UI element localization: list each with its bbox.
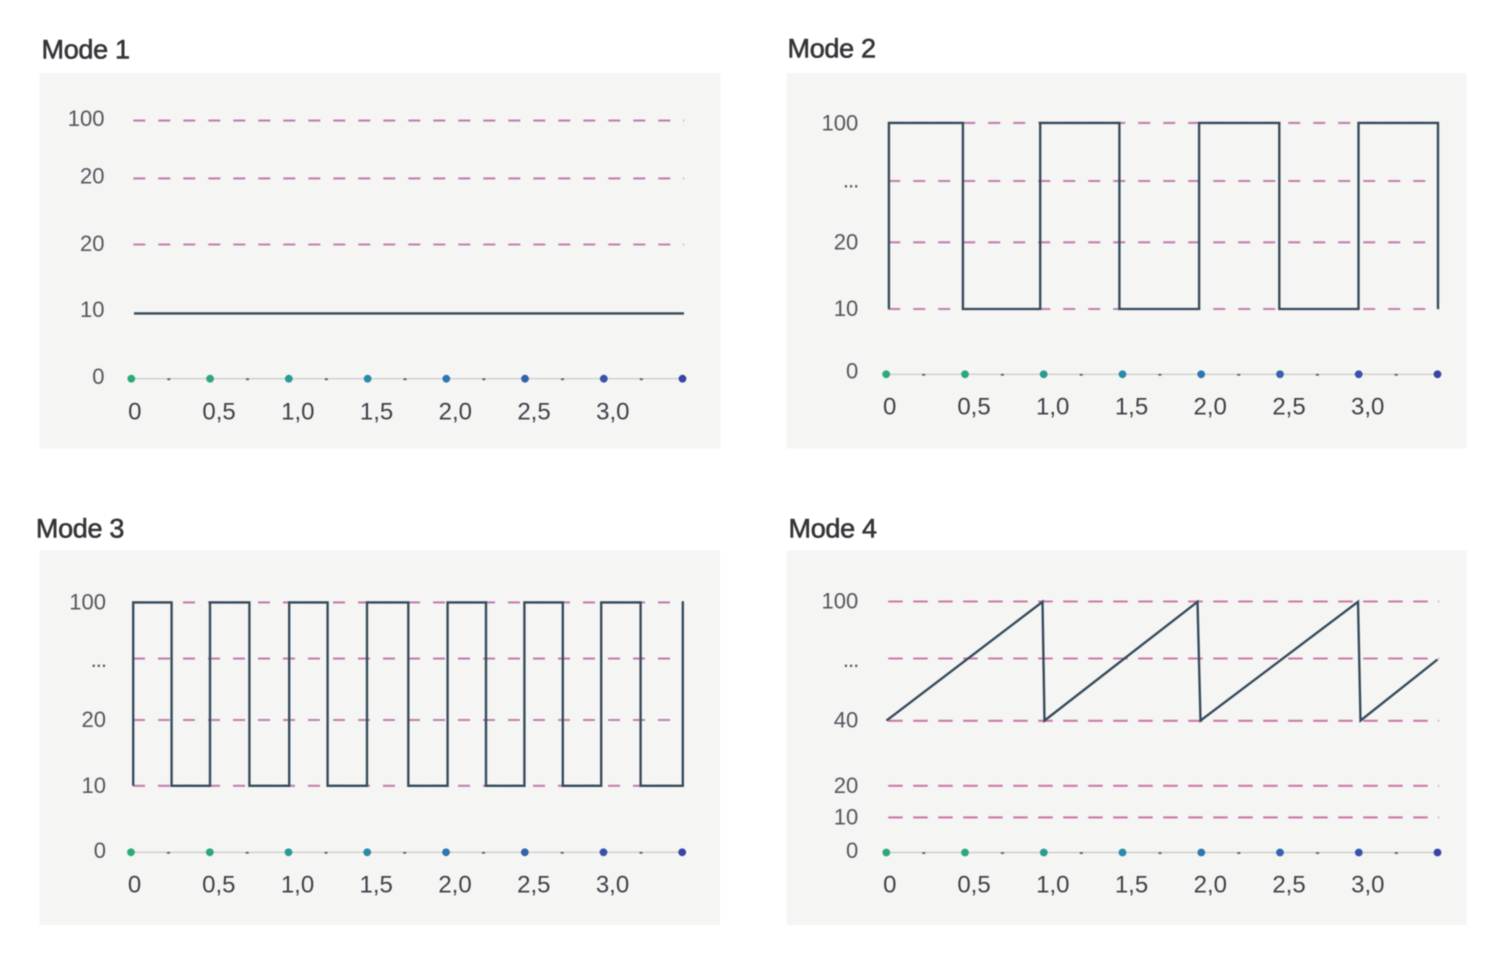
svg-text:2,0: 2,0 xyxy=(438,872,471,899)
svg-text:20: 20 xyxy=(834,773,858,798)
svg-text:10: 10 xyxy=(834,805,858,830)
svg-text:100: 100 xyxy=(821,589,858,614)
svg-text:2,5: 2,5 xyxy=(517,399,550,426)
svg-text:1,5: 1,5 xyxy=(1115,394,1148,421)
svg-text:0: 0 xyxy=(92,364,104,389)
svg-text:3,0: 3,0 xyxy=(1351,394,1384,421)
svg-text:0: 0 xyxy=(883,872,896,899)
svg-text:0: 0 xyxy=(128,399,141,426)
svg-text:20: 20 xyxy=(834,230,858,255)
svg-text:0: 0 xyxy=(883,394,896,421)
svg-text:...: ... xyxy=(843,647,858,672)
svg-text:20: 20 xyxy=(80,164,104,189)
svg-text:2,0: 2,0 xyxy=(439,399,472,426)
svg-text:2,5: 2,5 xyxy=(1272,394,1305,421)
svg-text:100: 100 xyxy=(821,111,858,136)
svg-text:0: 0 xyxy=(128,872,141,899)
svg-text:1,0: 1,0 xyxy=(281,872,314,899)
svg-text:2,0: 2,0 xyxy=(1194,394,1227,421)
svg-text:2,5: 2,5 xyxy=(1272,872,1305,899)
svg-text:20: 20 xyxy=(82,707,106,732)
svg-text:...: ... xyxy=(91,647,106,672)
svg-text:1,0: 1,0 xyxy=(1036,394,1069,421)
svg-text:0: 0 xyxy=(846,838,858,863)
svg-text:0: 0 xyxy=(94,838,106,863)
svg-text:0,5: 0,5 xyxy=(957,394,990,421)
svg-text:Mode 1: Mode 1 xyxy=(42,35,130,65)
svg-text:1,5: 1,5 xyxy=(1115,872,1148,899)
svg-text:10: 10 xyxy=(80,297,104,322)
svg-text:2,0: 2,0 xyxy=(1194,872,1227,899)
svg-text:40: 40 xyxy=(834,708,858,733)
svg-text:Mode 2: Mode 2 xyxy=(788,34,876,64)
svg-text:1,0: 1,0 xyxy=(281,399,314,426)
svg-text:10: 10 xyxy=(834,296,858,321)
svg-text:...: ... xyxy=(843,168,858,193)
svg-text:20: 20 xyxy=(80,231,104,256)
svg-text:1,5: 1,5 xyxy=(360,872,393,899)
svg-text:3,0: 3,0 xyxy=(596,872,629,899)
svg-text:0: 0 xyxy=(846,359,858,384)
svg-text:1,5: 1,5 xyxy=(360,399,393,426)
svg-text:0,5: 0,5 xyxy=(957,872,990,899)
svg-text:3,0: 3,0 xyxy=(596,399,629,426)
svg-text:2,5: 2,5 xyxy=(517,872,550,899)
svg-text:Mode 4: Mode 4 xyxy=(789,514,878,544)
svg-text:0,5: 0,5 xyxy=(202,399,235,426)
svg-text:100: 100 xyxy=(69,590,106,615)
svg-text:3,0: 3,0 xyxy=(1351,872,1384,899)
svg-text:1,0: 1,0 xyxy=(1036,872,1069,899)
svg-text:100: 100 xyxy=(68,106,105,131)
svg-text:10: 10 xyxy=(82,773,106,798)
svg-text:0,5: 0,5 xyxy=(202,872,235,899)
svg-text:Mode 3: Mode 3 xyxy=(36,514,124,544)
